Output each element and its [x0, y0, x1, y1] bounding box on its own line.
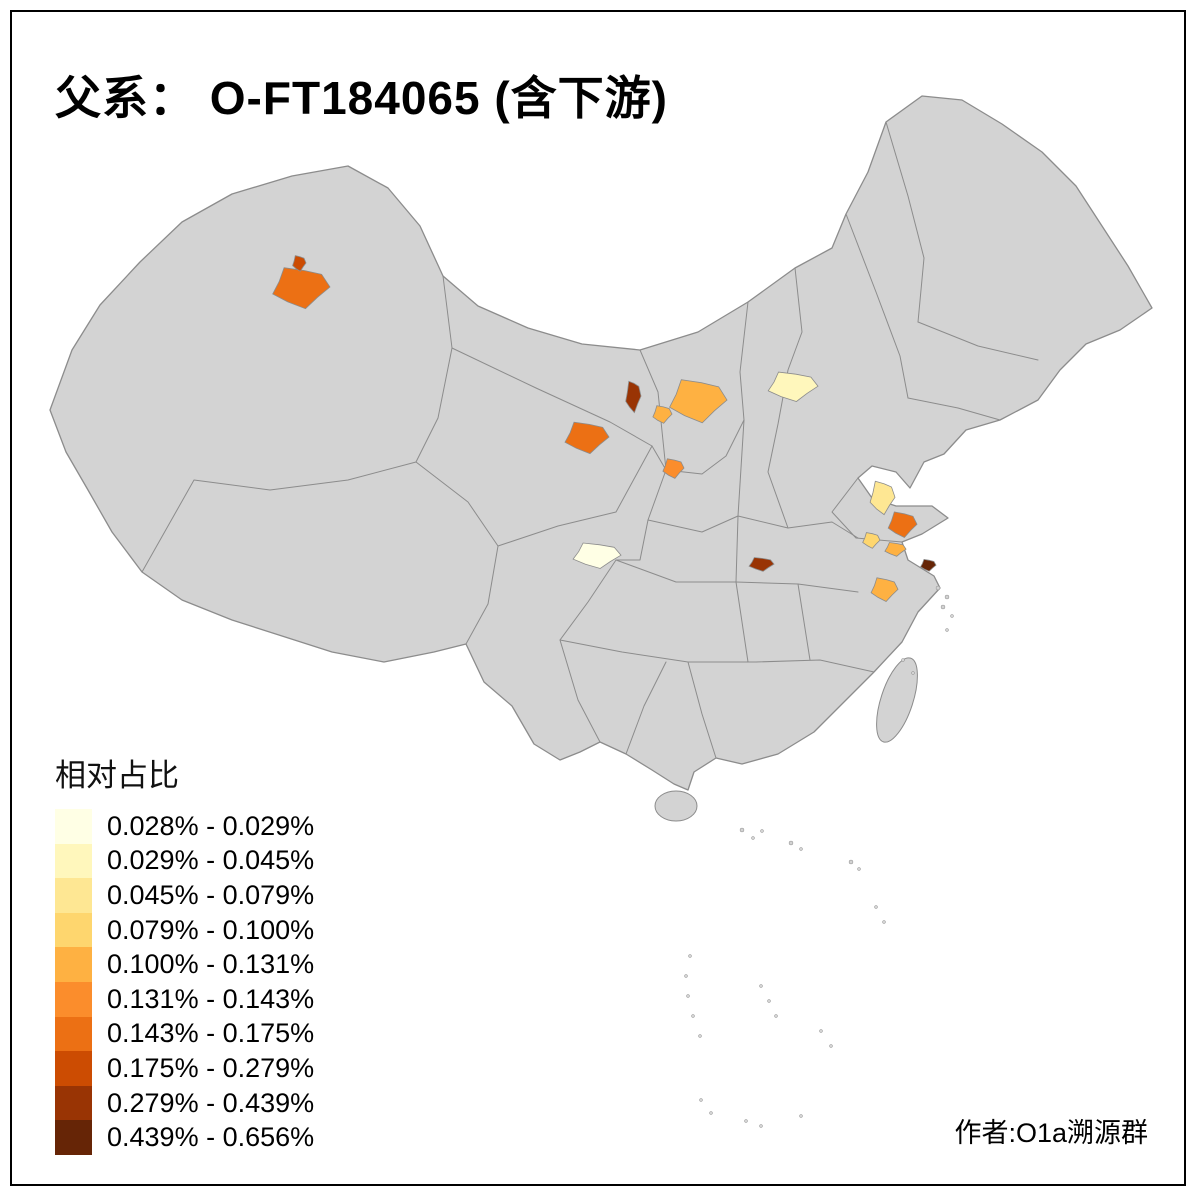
island-dot: [911, 671, 915, 675]
legend-swatch: [55, 1120, 92, 1155]
island-dot: [901, 658, 905, 662]
island-dot: [751, 836, 755, 840]
island-dot: [788, 840, 794, 846]
legend-item: 0.079% - 0.100%: [55, 912, 315, 948]
legend-label: 0.045% - 0.079%: [107, 879, 315, 910]
legend-swatch: [55, 843, 92, 879]
island-dot: [759, 984, 763, 988]
island-dot: [848, 859, 854, 865]
highlight-region: [767, 371, 819, 402]
legend-item: 0.439% - 0.656%: [55, 1120, 314, 1155]
legend-item: 0.100% - 0.131%: [55, 947, 314, 982]
island-dot: [691, 1014, 695, 1018]
island-dot: [699, 1098, 703, 1102]
highlight-region: [564, 421, 610, 455]
island-dot: [684, 974, 688, 978]
highlight-region: [869, 480, 896, 516]
island-dot: [760, 829, 764, 833]
island-dot: [759, 1124, 763, 1128]
island-dot: [944, 594, 950, 600]
legend-title: 相对占比: [55, 758, 179, 793]
island-dot: [940, 604, 946, 610]
hainan-island: [654, 790, 698, 822]
island-dot: [688, 954, 692, 958]
legend-item: 0.279% - 0.439%: [55, 1085, 315, 1121]
island-dot: [935, 585, 941, 591]
highlight-region: [625, 380, 642, 414]
highlight-region: [662, 458, 685, 479]
legend-item: 0.045% - 0.079%: [55, 878, 314, 913]
legend-item: 0.143% - 0.175%: [55, 1016, 315, 1052]
highlight-region: [884, 542, 907, 557]
legend-swatch: [55, 981, 92, 1017]
map-title: 父系： O-FT184065 (含下游): [55, 72, 668, 124]
highlight-region: [572, 542, 622, 569]
highlight-region: [748, 557, 775, 572]
highlight-region: [652, 405, 673, 424]
legend-items: 0.028% - 0.029% 0.029% - 0.045% 0.045% - 0…: [55, 809, 314, 1155]
legend-swatch: [55, 1016, 92, 1052]
island-dot: [709, 1111, 713, 1115]
legend-label: 0.143% - 0.175%: [107, 1018, 315, 1049]
island-dot: [686, 994, 690, 998]
legend-swatch: [55, 912, 92, 948]
highlight-region: [870, 577, 899, 602]
legend-label: 0.028% - 0.029%: [107, 810, 315, 841]
highlight-region: [272, 267, 331, 310]
island-dot: [774, 1014, 778, 1018]
highlight-region: [292, 255, 307, 272]
legend: 相对占比 0.028% - 0.029% 0.029% - 0.045% 0.045…: [55, 750, 314, 1155]
legend-item: 0.175% - 0.279%: [55, 1051, 314, 1086]
legend-label: 0.175% - 0.279%: [107, 1052, 315, 1083]
plot-border: [10, 10, 1186, 1186]
legend-swatch: [55, 947, 92, 982]
highlight-region: [862, 532, 881, 549]
highlight-region: [669, 379, 728, 424]
south-china-sea-islands: [684, 585, 954, 1128]
legend-item: 0.131% - 0.143%: [55, 981, 315, 1017]
island-dot: [767, 999, 771, 1003]
island-dot: [744, 1119, 748, 1123]
legend-item: 0.028% - 0.029%: [55, 809, 314, 844]
island-dot: [945, 628, 949, 632]
legend-swatch: [55, 809, 92, 844]
island-dot: [739, 827, 745, 833]
island-dot: [819, 1029, 823, 1033]
legend-swatch: [55, 878, 92, 913]
island-dot: [698, 1034, 702, 1038]
legend-swatch: [55, 1085, 92, 1121]
legend-label: 0.100% - 0.131%: [107, 949, 315, 980]
taiwan-island: [876, 657, 918, 743]
island-dot: [857, 867, 861, 871]
island-dot: [950, 614, 954, 618]
highlighted-prefectures: [272, 255, 937, 602]
credit-text: 作者:O1a溯源群: [954, 1118, 1148, 1148]
legend-item: 0.029% - 0.045%: [55, 843, 315, 879]
legend-label: 0.079% - 0.100%: [107, 914, 315, 945]
island-dot: [829, 1044, 833, 1048]
highlight-region: [887, 511, 918, 538]
legend-label: 0.029% - 0.045%: [107, 845, 315, 876]
legend-swatch: [55, 1051, 92, 1086]
island-dot: [799, 847, 803, 851]
island-dot: [874, 905, 878, 909]
legend-label: 0.131% - 0.143%: [107, 983, 315, 1014]
highlight-region: [920, 558, 937, 572]
legend-label: 0.439% - 0.656%: [107, 1122, 315, 1153]
legend-label: 0.279% - 0.439%: [107, 1087, 315, 1118]
island-dot: [799, 1114, 803, 1118]
island-dot: [882, 920, 886, 924]
